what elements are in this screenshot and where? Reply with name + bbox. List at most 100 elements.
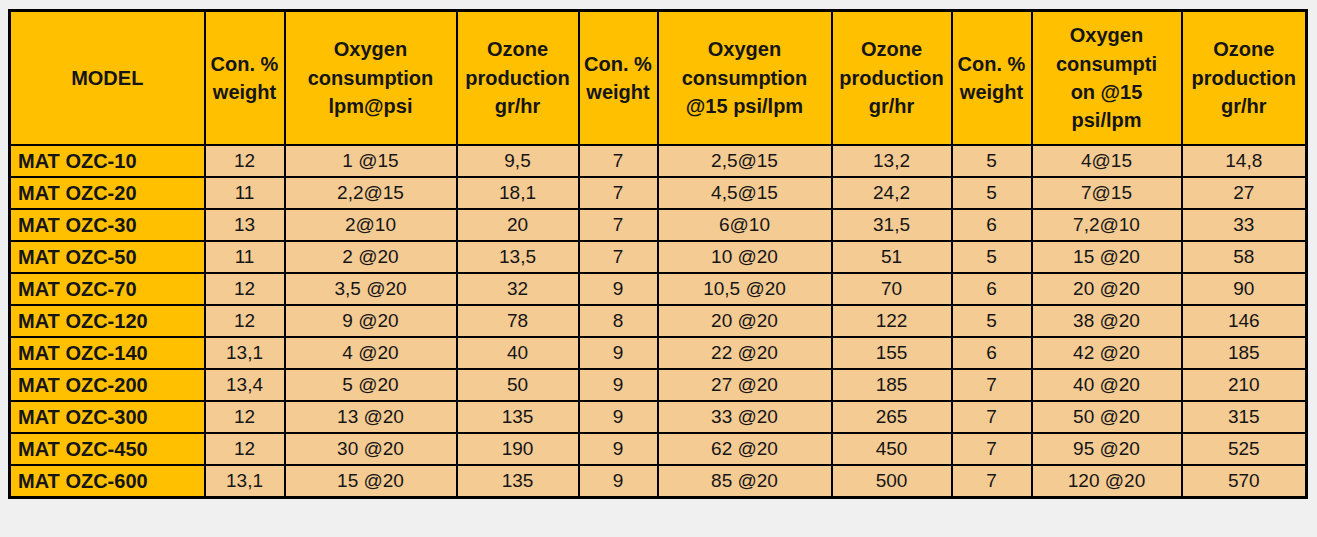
value-cell: 62 @20 <box>658 433 832 465</box>
value-cell: 13 @20 <box>285 401 457 433</box>
value-cell: 27 @20 <box>658 369 832 401</box>
column-header: Con. % weight <box>952 11 1032 146</box>
value-cell: 58 <box>1182 241 1307 273</box>
value-cell: 12 <box>205 433 285 465</box>
value-cell: 13,2 <box>832 145 952 177</box>
value-cell: 7 <box>952 369 1032 401</box>
value-cell: 12 <box>205 305 285 337</box>
value-cell: 78 <box>457 305 579 337</box>
value-cell: 6 <box>952 209 1032 241</box>
value-cell: 7 <box>579 209 658 241</box>
value-cell: 9,5 <box>457 145 579 177</box>
value-cell: 7 <box>579 145 658 177</box>
value-cell: 38 @20 <box>1032 305 1182 337</box>
table-row: MAT OZC-14013,14 @2040922 @20155642 @201… <box>10 337 1307 369</box>
header-row: MODELCon. % weightOxygen consumption lpm… <box>10 11 1307 146</box>
table-row: MAT OZC-10121 @159,572,5@1513,254@1514,8 <box>10 145 1307 177</box>
value-cell: 33 <box>1182 209 1307 241</box>
value-cell: 1 @15 <box>285 145 457 177</box>
table-row: MAT OZC-70123,5 @2032910,5 @2070620 @209… <box>10 273 1307 305</box>
value-cell: 12 <box>205 401 285 433</box>
value-cell: 10,5 @20 <box>658 273 832 305</box>
column-header: Con. % weight <box>205 11 285 146</box>
page-background: MODELCon. % weightOxygen consumption lpm… <box>0 0 1317 537</box>
value-cell: 22 @20 <box>658 337 832 369</box>
value-cell: 4,5@15 <box>658 177 832 209</box>
value-cell: 525 <box>1182 433 1307 465</box>
value-cell: 90 <box>1182 273 1307 305</box>
model-cell: MAT OZC-300 <box>10 401 205 433</box>
table-row: MAT OZC-4501230 @20190962 @20450795 @205… <box>10 433 1307 465</box>
value-cell: 50 <box>457 369 579 401</box>
value-cell: 500 <box>832 465 952 498</box>
column-header: Con. % weight <box>579 11 658 146</box>
value-cell: 9 <box>579 369 658 401</box>
value-cell: 20 <box>457 209 579 241</box>
value-cell: 12 <box>205 145 285 177</box>
value-cell: 6 <box>952 337 1032 369</box>
value-cell: 4 @20 <box>285 337 457 369</box>
value-cell: 7 <box>952 433 1032 465</box>
value-cell: 2 @20 <box>285 241 457 273</box>
value-cell: 10 @20 <box>658 241 832 273</box>
model-cell: MAT OZC-20 <box>10 177 205 209</box>
value-cell: 9 <box>579 433 658 465</box>
table-row: MAT OZC-20112,2@1518,174,5@1524,257@1527 <box>10 177 1307 209</box>
value-cell: 7 <box>952 401 1032 433</box>
value-cell: 13,4 <box>205 369 285 401</box>
value-cell: 27 <box>1182 177 1307 209</box>
column-header: Ozone production gr/hr <box>832 11 952 146</box>
value-cell: 122 <box>832 305 952 337</box>
table-row: MAT OZC-3001213 @20135933 @20265750 @203… <box>10 401 1307 433</box>
value-cell: 40 @20 <box>1032 369 1182 401</box>
column-header-model: MODEL <box>10 11 205 146</box>
table-row: MAT OZC-60013,115 @20135985 @205007120 @… <box>10 465 1307 498</box>
model-cell: MAT OZC-200 <box>10 369 205 401</box>
value-cell: 18,1 <box>457 177 579 209</box>
value-cell: 95 @20 <box>1032 433 1182 465</box>
table-row: MAT OZC-20013,45 @2050927 @20185740 @202… <box>10 369 1307 401</box>
value-cell: 5 <box>952 145 1032 177</box>
value-cell: 450 <box>832 433 952 465</box>
value-cell: 6 <box>952 273 1032 305</box>
value-cell: 9 <box>579 465 658 498</box>
value-cell: 7@15 <box>1032 177 1182 209</box>
value-cell: 7,2@10 <box>1032 209 1182 241</box>
value-cell: 265 <box>832 401 952 433</box>
column-header: Oxygen consumption @15 psi/lpm <box>658 11 832 146</box>
value-cell: 13 <box>205 209 285 241</box>
value-cell: 15 @20 <box>1032 241 1182 273</box>
table-body: MAT OZC-10121 @159,572,5@1513,254@1514,8… <box>10 145 1307 498</box>
value-cell: 40 <box>457 337 579 369</box>
column-header: Ozone production gr/hr <box>1182 11 1307 146</box>
value-cell: 31,5 <box>832 209 952 241</box>
value-cell: 190 <box>457 433 579 465</box>
value-cell: 2,5@15 <box>658 145 832 177</box>
value-cell: 135 <box>457 401 579 433</box>
column-header: Ozone production gr/hr <box>457 11 579 146</box>
value-cell: 50 @20 <box>1032 401 1182 433</box>
value-cell: 185 <box>1182 337 1307 369</box>
value-cell: 33 @20 <box>658 401 832 433</box>
model-cell: MAT OZC-10 <box>10 145 205 177</box>
value-cell: 85 @20 <box>658 465 832 498</box>
value-cell: 2,2@15 <box>285 177 457 209</box>
value-cell: 6@10 <box>658 209 832 241</box>
value-cell: 5 @20 <box>285 369 457 401</box>
model-cell: MAT OZC-140 <box>10 337 205 369</box>
value-cell: 70 <box>832 273 952 305</box>
value-cell: 7 <box>579 241 658 273</box>
value-cell: 155 <box>832 337 952 369</box>
value-cell: 20 @20 <box>1032 273 1182 305</box>
value-cell: 24,2 <box>832 177 952 209</box>
value-cell: 185 <box>832 369 952 401</box>
value-cell: 3,5 @20 <box>285 273 457 305</box>
value-cell: 5 <box>952 177 1032 209</box>
model-cell: MAT OZC-70 <box>10 273 205 305</box>
value-cell: 30 @20 <box>285 433 457 465</box>
value-cell: 9 <box>579 401 658 433</box>
value-cell: 4@15 <box>1032 145 1182 177</box>
value-cell: 7 <box>952 465 1032 498</box>
table-row: MAT OZC-50112 @2013,5710 @2051515 @2058 <box>10 241 1307 273</box>
value-cell: 13,5 <box>457 241 579 273</box>
